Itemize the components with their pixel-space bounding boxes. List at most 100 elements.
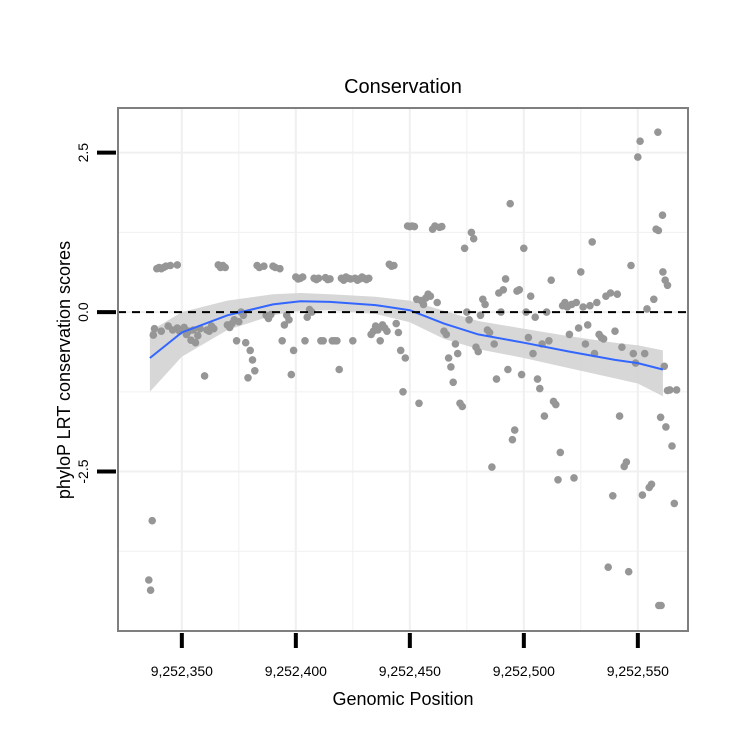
data-point	[643, 305, 651, 313]
data-point	[239, 311, 248, 320]
x-tick-label: 9,252,400	[265, 663, 327, 679]
data-point	[289, 346, 298, 355]
data-point	[200, 372, 209, 380]
data-point	[287, 370, 296, 379]
data-point	[474, 347, 483, 356]
data-point	[504, 365, 512, 374]
data-point	[499, 286, 508, 294]
data-point	[624, 567, 633, 576]
data-point	[640, 349, 649, 358]
data-point	[490, 340, 499, 348]
data-point	[194, 331, 202, 340]
data-point	[166, 261, 175, 270]
data-point	[285, 316, 293, 324]
data-point	[419, 300, 428, 309]
smooth-line	[149, 300, 664, 371]
data-point	[241, 338, 250, 347]
x-tick-label: 9,252,350	[151, 663, 213, 679]
smooth-line-layer	[149, 300, 664, 371]
data-point	[540, 412, 549, 420]
data-point	[365, 274, 373, 283]
data-point	[638, 491, 647, 499]
data-point	[565, 330, 574, 339]
data-point	[394, 328, 403, 337]
data-point	[583, 321, 592, 329]
data-point	[615, 412, 624, 420]
minor-gridlines	[118, 108, 688, 631]
data-point	[654, 128, 662, 136]
data-point	[485, 328, 494, 337]
data-point	[390, 261, 398, 270]
points-layer	[145, 128, 681, 610]
data-point	[654, 226, 663, 235]
confidence-band	[149, 293, 663, 397]
x-axis: 9,252,350 9,252,400 9,252,450 9,252,500 9,25…	[151, 633, 669, 679]
data-point	[442, 330, 451, 339]
data-point	[515, 286, 524, 294]
data-point	[232, 337, 241, 345]
data-point	[326, 275, 334, 283]
data-point	[586, 301, 594, 310]
data-point	[458, 402, 467, 411]
data-point	[383, 327, 391, 336]
data-point	[453, 349, 462, 358]
data-point	[572, 298, 581, 307]
data-point	[501, 275, 510, 283]
data-point	[666, 386, 674, 394]
data-point	[447, 363, 455, 371]
data-point	[536, 384, 544, 393]
data-point	[668, 442, 676, 450]
data-point	[526, 292, 535, 301]
data-point	[392, 319, 401, 328]
data-point	[552, 400, 560, 409]
data-point	[520, 244, 528, 253]
data-point	[579, 303, 587, 311]
data-point	[647, 480, 656, 489]
data-point	[613, 290, 622, 299]
data-point	[303, 313, 312, 322]
data-point	[627, 261, 635, 270]
y-axis: 2.5 0.0 -2.5	[75, 143, 116, 484]
data-point	[657, 601, 665, 610]
data-point	[508, 435, 517, 444]
data-point	[492, 375, 501, 383]
data-point	[510, 426, 519, 434]
data-point	[629, 349, 638, 358]
confidence-band-layer	[149, 293, 663, 397]
data-point	[438, 222, 446, 231]
data-point	[415, 399, 423, 408]
data-point	[308, 308, 316, 316]
data-point	[524, 333, 533, 342]
x-axis-label: Genomic Position	[332, 689, 473, 709]
data-point	[476, 311, 485, 320]
data-point	[634, 153, 642, 161]
plot-border	[117, 107, 689, 632]
data-point	[333, 337, 341, 345]
data-point	[662, 423, 670, 431]
data-point	[488, 463, 496, 471]
data-point	[659, 268, 667, 276]
data-point	[670, 499, 679, 508]
data-point	[246, 346, 254, 355]
data-point	[376, 337, 385, 345]
data-point	[276, 264, 284, 273]
data-point	[588, 238, 596, 246]
data-point	[658, 211, 667, 219]
data-point	[399, 388, 407, 396]
data-point	[556, 448, 565, 457]
data-point	[660, 362, 669, 371]
x-tick-label: 9,252,450	[379, 663, 441, 679]
data-point	[451, 340, 460, 348]
data-point	[157, 327, 166, 336]
data-point	[593, 298, 601, 307]
data-point	[244, 374, 252, 382]
data-point	[531, 313, 539, 322]
data-point	[335, 365, 344, 374]
data-point	[149, 331, 158, 339]
data-point	[609, 492, 617, 500]
data-point	[433, 298, 442, 307]
data-point	[622, 458, 631, 466]
data-point	[542, 308, 551, 316]
data-point	[650, 295, 658, 304]
